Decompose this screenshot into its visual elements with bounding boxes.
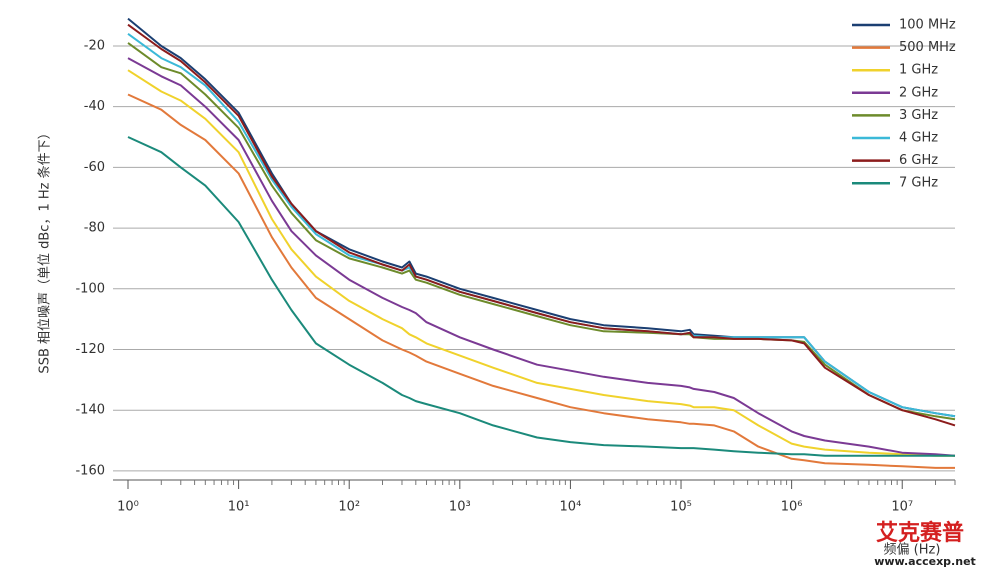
y-tick-label: -20	[84, 38, 105, 53]
y-tick-label: -40	[84, 99, 105, 114]
y-axis-label: SSB 相位噪声（单位 dBc，1 Hz 条件下）	[37, 126, 53, 373]
legend-label: 100 MHz	[899, 18, 956, 33]
x-tick-label: 10¹	[228, 500, 250, 515]
x-tick-label: 10²	[338, 500, 360, 515]
series-line	[127, 42, 956, 421]
legend-label: 4 GHz	[899, 131, 938, 146]
y-tick-label: -80	[84, 221, 105, 236]
legend-label: 6 GHz	[899, 153, 938, 168]
x-tick-label: 10⁵	[670, 500, 692, 515]
x-tick-label: 10⁶	[781, 500, 803, 515]
series-line	[127, 32, 956, 418]
x-tick-label: 10⁴	[560, 500, 582, 515]
x-tick-label: 10⁰	[117, 500, 139, 515]
legend-label: 3 GHz	[899, 108, 938, 123]
legend-label: 7 GHz	[899, 176, 938, 191]
x-tick-label: 10³	[449, 500, 471, 515]
watermark-name: 艾克赛普	[876, 520, 964, 546]
y-tick-label: -160	[75, 463, 105, 478]
series-line	[127, 17, 956, 418]
x-axis-label: 频偏 (Hz)	[884, 543, 941, 558]
legend-label: 500 MHz	[899, 40, 956, 55]
watermark-url: www.accexp.net	[874, 555, 976, 568]
series-line	[127, 57, 956, 457]
series-line	[127, 136, 955, 457]
y-tick-label: -140	[75, 403, 105, 418]
series-line	[127, 93, 955, 469]
series-line	[127, 69, 955, 457]
y-tick-label: -60	[84, 160, 105, 175]
y-tick-label: -100	[75, 281, 105, 296]
x-tick-label: 10⁷	[891, 500, 913, 515]
legend-label: 1 GHz	[899, 63, 938, 78]
y-tick-label: -120	[75, 342, 105, 357]
series-line	[127, 23, 956, 427]
legend-label: 2 GHz	[899, 85, 938, 100]
